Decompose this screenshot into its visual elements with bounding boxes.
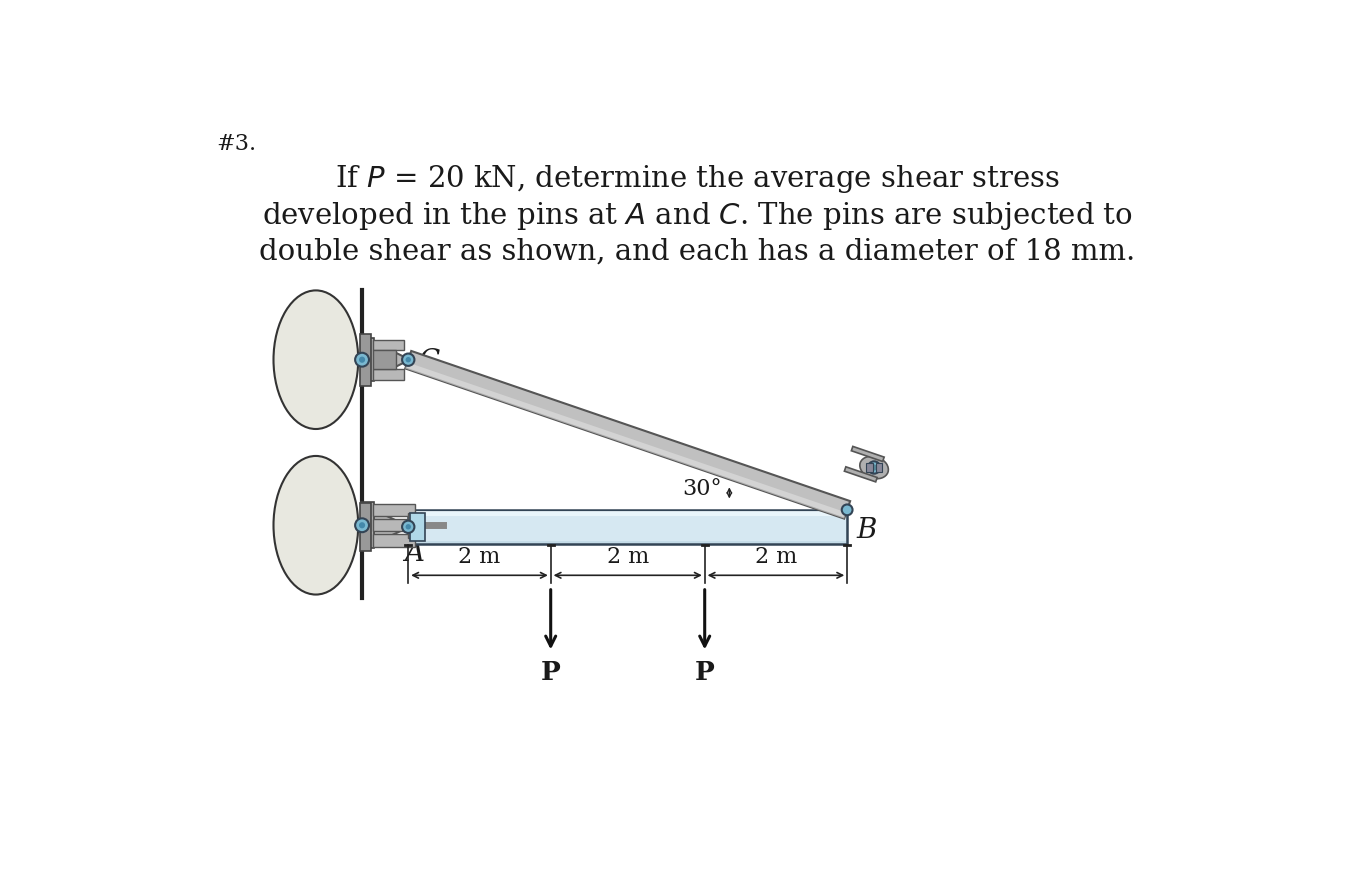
Circle shape (359, 522, 364, 528)
Bar (409, 511, 846, 516)
Polygon shape (405, 351, 850, 518)
Bar (409, 516, 846, 540)
Polygon shape (363, 336, 409, 383)
Bar (408, 513, 422, 538)
Circle shape (868, 461, 880, 473)
Bar (409, 513, 426, 540)
Bar (360, 338, 374, 381)
Bar (360, 502, 374, 548)
Text: 30°: 30° (681, 478, 722, 500)
Ellipse shape (273, 456, 358, 595)
Bar (373, 534, 415, 546)
Bar (866, 463, 873, 472)
Bar (373, 503, 415, 516)
Circle shape (870, 465, 877, 471)
Ellipse shape (273, 290, 358, 429)
Bar (360, 502, 370, 551)
Text: 2 m: 2 m (755, 546, 797, 568)
Circle shape (355, 518, 369, 532)
Circle shape (842, 504, 853, 515)
Ellipse shape (860, 456, 888, 479)
Circle shape (403, 354, 415, 366)
Polygon shape (363, 505, 409, 548)
Bar (373, 340, 404, 350)
Text: P: P (541, 660, 560, 685)
Text: #3.: #3. (216, 133, 256, 155)
Circle shape (403, 521, 415, 533)
Text: B: B (857, 517, 877, 544)
Polygon shape (405, 363, 846, 518)
Text: P: P (695, 660, 714, 685)
Circle shape (405, 357, 411, 363)
Text: developed in the pins at $A$ and $C$. The pins are subjected to: developed in the pins at $A$ and $C$. Th… (261, 201, 1133, 232)
Bar (408, 510, 847, 544)
Text: 2 m: 2 m (458, 546, 500, 568)
Text: A: A (404, 539, 424, 567)
Bar (876, 463, 881, 472)
Bar (373, 350, 396, 369)
Circle shape (405, 524, 411, 530)
Text: 2 m: 2 m (607, 546, 649, 568)
Polygon shape (845, 466, 877, 482)
Text: double shear as shown, and each has a diameter of 18 mm.: double shear as shown, and each has a di… (258, 238, 1136, 265)
Bar (360, 334, 370, 385)
Polygon shape (851, 446, 884, 461)
Text: C: C (419, 348, 441, 375)
Bar (373, 519, 415, 532)
Bar (373, 369, 404, 379)
Text: If $P$ = 20 kN, determine the average shear stress: If $P$ = 20 kN, determine the average sh… (335, 164, 1059, 195)
Circle shape (355, 353, 369, 367)
Circle shape (359, 356, 364, 363)
